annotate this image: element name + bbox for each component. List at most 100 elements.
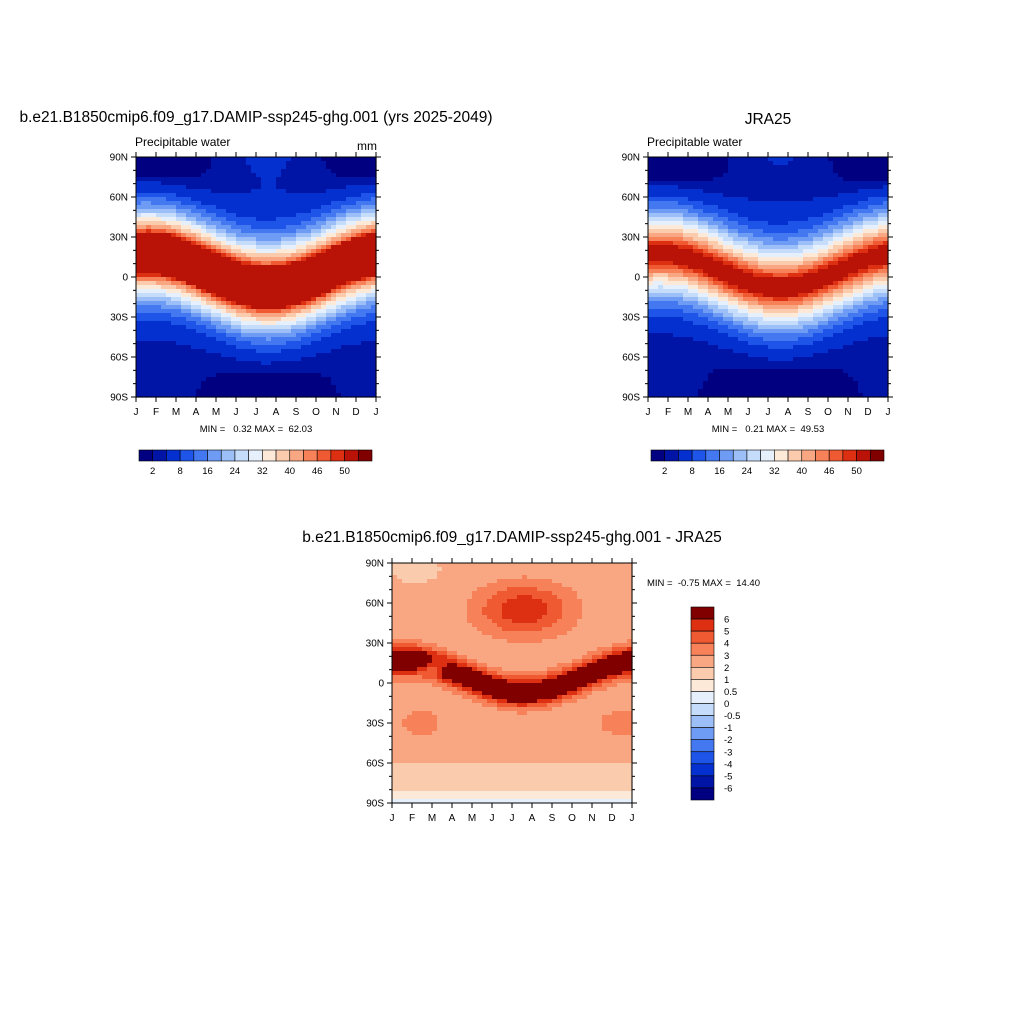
contour-cell: [718, 281, 724, 286]
contour-cell: [161, 161, 167, 166]
contour-cell: [341, 249, 347, 254]
contour-cell: [221, 193, 227, 198]
contour-cell: [211, 157, 217, 162]
contour-cell: [828, 157, 834, 162]
contour-cell: [843, 217, 849, 222]
contour-cell: [838, 313, 844, 318]
contour-cell: [226, 373, 232, 378]
contour-cell: [858, 277, 864, 282]
contour-cell: [181, 369, 187, 374]
contour-cell: [753, 165, 759, 170]
contour-cell: [361, 305, 367, 310]
contour-cell: [823, 205, 829, 210]
contour-cell: [351, 245, 357, 250]
contour-cell: [166, 313, 172, 318]
contour-cell: [346, 289, 352, 294]
contour-cell: [813, 249, 819, 254]
contour-cell: [316, 385, 322, 390]
contour-cell: [708, 193, 714, 198]
contour-cell: [838, 173, 844, 178]
contour-cell: [371, 361, 377, 366]
contour-cell: [321, 325, 327, 330]
contour-cell: [251, 289, 257, 294]
contour-cell: [703, 269, 709, 274]
contour-cell: [156, 273, 162, 278]
contour-cell: [281, 381, 287, 386]
contour-cell: [251, 193, 257, 198]
contour-cell: [211, 313, 217, 318]
contour-cell: [136, 265, 142, 270]
contour-cell: [808, 225, 814, 230]
contour-cell: [186, 277, 192, 282]
contour-cell: [798, 217, 804, 222]
contour-cell: [341, 385, 347, 390]
contour-cell: [241, 217, 247, 222]
contour-cell: [166, 249, 172, 254]
contour-cell: [713, 281, 719, 286]
contour-cell: [251, 357, 257, 362]
contour-cell: [176, 301, 182, 306]
contour-cell: [276, 173, 282, 178]
contour-cell: [803, 229, 809, 234]
contour-cell: [141, 185, 147, 190]
contour-cell: [848, 253, 854, 258]
contour-cell: [361, 389, 367, 394]
contour-cell: [768, 233, 774, 238]
contour-cell: [261, 321, 267, 326]
contour-cell: [336, 241, 342, 246]
contour-cell: [261, 261, 267, 266]
contour-cell: [813, 269, 819, 274]
contour-cell: [301, 389, 307, 394]
contour-cell: [346, 353, 352, 358]
contour-cell: [773, 161, 779, 166]
contour-cell: [181, 269, 187, 274]
contour-cell: [346, 361, 352, 366]
contour-cell: [818, 189, 824, 194]
contour-cell: [758, 237, 764, 242]
colorbar-box: [207, 449, 222, 462]
contour-cell: [211, 333, 217, 338]
contour-cell: [753, 305, 759, 310]
contour-cell: [156, 177, 162, 182]
contour-cell: [773, 297, 779, 302]
contour-cell: [341, 253, 347, 258]
contour-cell: [773, 241, 779, 246]
contour-cell: [336, 249, 342, 254]
contour-cell: [693, 249, 699, 254]
contour-cell: [186, 285, 192, 290]
contour-cell: [673, 245, 679, 250]
contour-cell: [878, 237, 884, 242]
contour-cell: [311, 217, 317, 222]
contour-cell: [306, 257, 312, 262]
contour-cell: [311, 337, 317, 342]
contour-cell: [738, 261, 744, 266]
contour-cell: [688, 281, 694, 286]
contour-cell: [351, 385, 357, 390]
contour-cell: [281, 213, 287, 218]
contour-cell: [663, 297, 669, 302]
contour-cell: [848, 233, 854, 238]
contour-cell: [658, 321, 664, 326]
contour-cell: [211, 365, 217, 370]
contour-cell: [723, 205, 729, 210]
contour-cell: [798, 297, 804, 302]
contour-cell: [361, 357, 367, 362]
contour-cell: [276, 373, 282, 378]
contour-cell: [853, 305, 859, 310]
contour-cell: [301, 193, 307, 198]
contour-cell: [246, 225, 252, 230]
contour-cell: [156, 281, 162, 286]
contour-cell: [678, 317, 684, 322]
contour-cell: [341, 161, 347, 166]
contour-cell: [256, 205, 262, 210]
contour-cell: [813, 177, 819, 182]
contour-cell: [311, 189, 317, 194]
contour-cell: [201, 389, 207, 394]
contour-cell: [261, 273, 267, 278]
contour-cell: [708, 205, 714, 210]
contour-cell: [201, 233, 207, 238]
contour-cell: [336, 325, 342, 330]
contour-cell: [281, 257, 287, 262]
contour-cell: [673, 201, 679, 206]
contour-cell: [688, 317, 694, 322]
